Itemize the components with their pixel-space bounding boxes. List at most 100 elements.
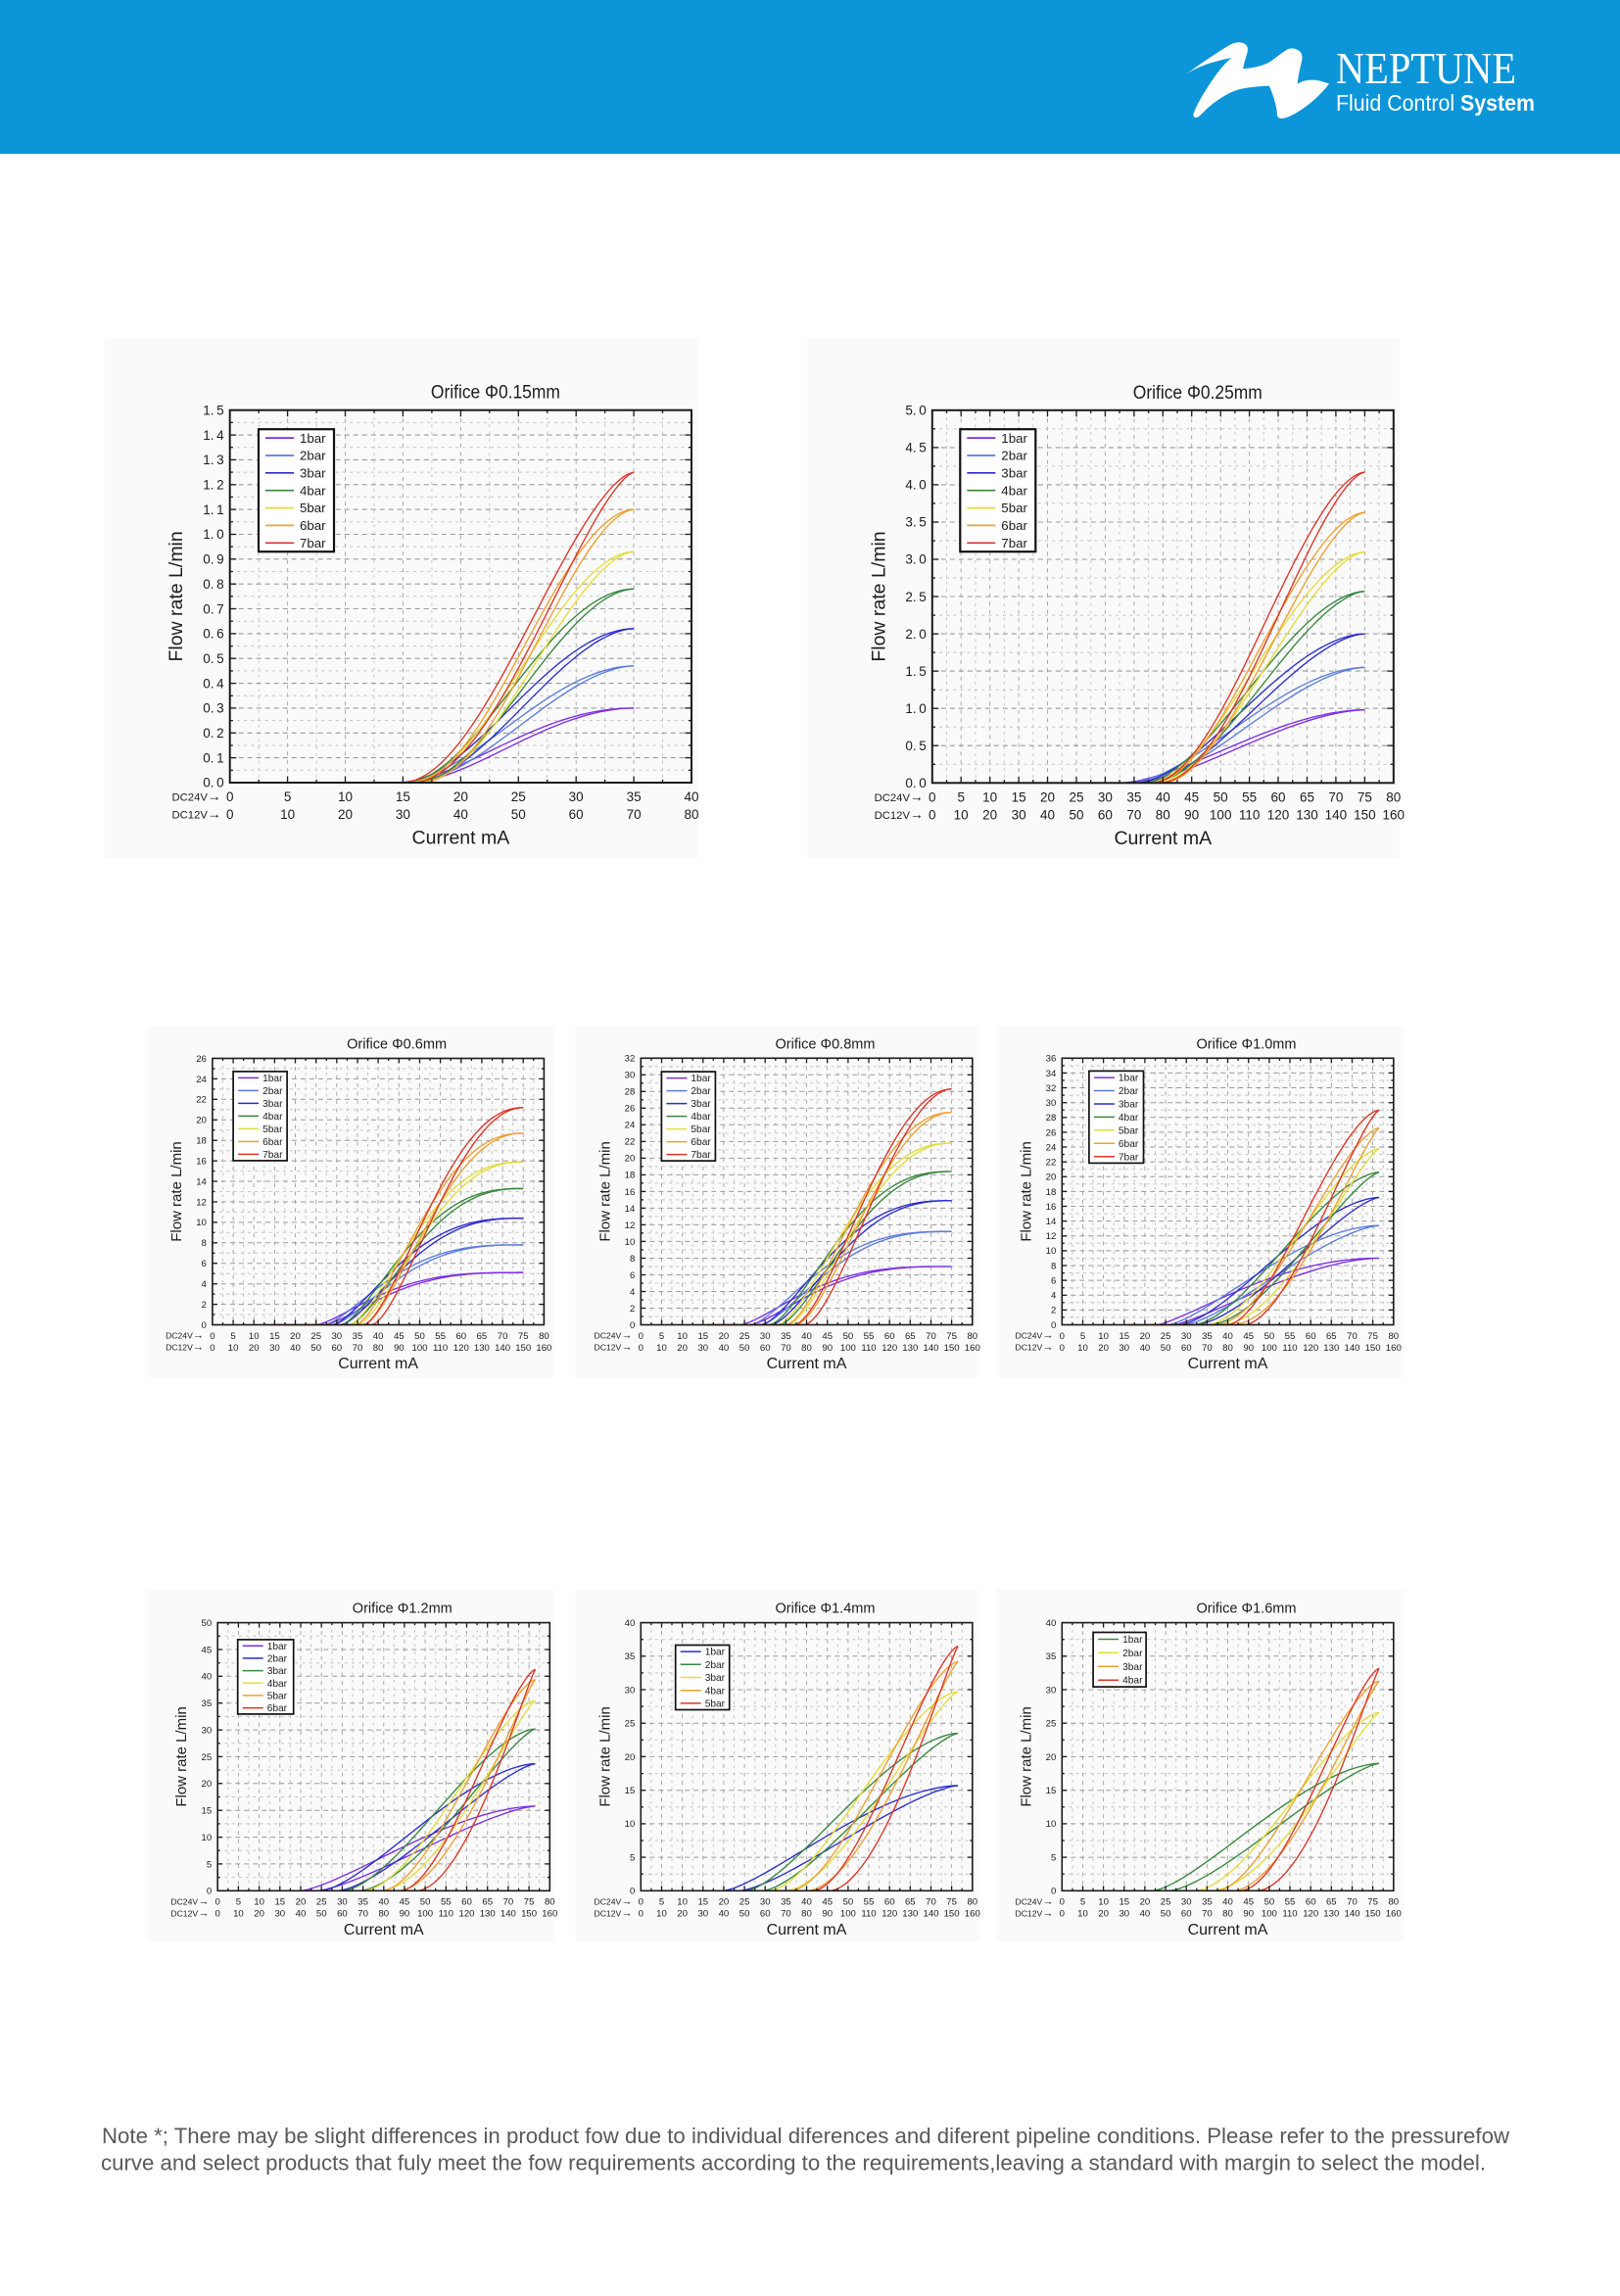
svg-text:30: 30: [202, 1725, 213, 1736]
svg-text:70: 70: [627, 807, 642, 822]
svg-text:80: 80: [1386, 790, 1401, 805]
svg-text:30: 30: [1119, 1909, 1129, 1920]
svg-text:130: 130: [1296, 808, 1318, 823]
svg-text:14: 14: [196, 1176, 207, 1187]
svg-text:30: 30: [1012, 808, 1026, 823]
svg-text:5bar: 5bar: [705, 1699, 726, 1710]
svg-text:130: 130: [480, 1909, 496, 1920]
svg-text:22: 22: [196, 1095, 207, 1106]
svg-text:20: 20: [196, 1116, 207, 1126]
svg-text:150: 150: [1365, 1343, 1381, 1354]
svg-text:1. 5: 1. 5: [203, 403, 223, 417]
svg-text:22: 22: [1046, 1158, 1057, 1169]
svg-text:80: 80: [967, 1331, 977, 1342]
svg-text:110: 110: [439, 1909, 453, 1920]
svg-text:26: 26: [625, 1104, 636, 1115]
svg-text:0. 5: 0. 5: [905, 739, 926, 753]
svg-text:5: 5: [659, 1897, 664, 1908]
svg-text:2: 2: [1051, 1306, 1056, 1316]
svg-text:10: 10: [1098, 1331, 1109, 1342]
svg-text:40: 40: [202, 1672, 213, 1683]
svg-text:40: 40: [719, 1343, 730, 1354]
svg-text:60: 60: [884, 1897, 895, 1908]
svg-text:140: 140: [1344, 1909, 1359, 1920]
svg-text:25: 25: [739, 1897, 750, 1908]
svg-text:2bar: 2bar: [705, 1660, 726, 1671]
svg-text:10: 10: [1046, 1246, 1057, 1257]
svg-text:8: 8: [1051, 1261, 1056, 1271]
svg-text:DC12V→: DC12V→: [1016, 1907, 1054, 1919]
svg-text:40: 40: [801, 1897, 812, 1908]
svg-text:2. 5: 2. 5: [905, 590, 926, 604]
svg-text:0: 0: [207, 1887, 212, 1897]
svg-text:Flow rate L/min: Flow rate L/min: [596, 1706, 613, 1807]
svg-text:60: 60: [1306, 1897, 1316, 1908]
svg-text:12: 12: [625, 1220, 636, 1231]
svg-text:10: 10: [1046, 1819, 1057, 1830]
svg-text:60: 60: [461, 1897, 472, 1908]
svg-text:DC12V→: DC12V→: [875, 807, 924, 822]
svg-text:40: 40: [296, 1909, 307, 1920]
svg-text:140: 140: [1344, 1343, 1359, 1354]
svg-text:60: 60: [1270, 790, 1285, 805]
svg-text:80: 80: [1222, 1909, 1233, 1920]
svg-text:18: 18: [625, 1171, 636, 1181]
svg-text:0. 9: 0. 9: [203, 552, 223, 567]
svg-text:10: 10: [233, 1909, 244, 1920]
svg-text:20: 20: [677, 1343, 688, 1354]
svg-text:1bar: 1bar: [1122, 1635, 1143, 1646]
svg-text:45: 45: [1184, 790, 1199, 805]
svg-text:2bar: 2bar: [1119, 1086, 1139, 1097]
svg-text:10: 10: [254, 1897, 264, 1908]
svg-text:0: 0: [226, 789, 234, 804]
svg-text:10: 10: [1098, 1897, 1109, 1908]
svg-text:80: 80: [684, 807, 698, 822]
svg-text:55: 55: [1285, 1331, 1296, 1342]
svg-text:20: 20: [982, 808, 997, 823]
svg-text:15: 15: [697, 1331, 708, 1342]
svg-text:65: 65: [1300, 790, 1314, 805]
svg-text:10: 10: [656, 1909, 667, 1920]
svg-text:15: 15: [625, 1786, 636, 1796]
svg-text:35: 35: [353, 1331, 363, 1342]
svg-text:Flow rate L/min: Flow rate L/min: [166, 531, 187, 661]
svg-text:DC12V→: DC12V→: [595, 1907, 633, 1919]
svg-text:40: 40: [1140, 1343, 1151, 1354]
svg-text:5: 5: [630, 1852, 635, 1863]
svg-text:curve and select products that: curve and select products that fuly meet…: [101, 2151, 1486, 2176]
svg-text:130: 130: [902, 1909, 918, 1920]
svg-text:30: 30: [569, 789, 584, 804]
svg-text:0: 0: [1060, 1343, 1065, 1354]
svg-text:5: 5: [659, 1331, 664, 1342]
svg-text:4: 4: [202, 1279, 208, 1290]
svg-text:2bar: 2bar: [300, 449, 326, 463]
svg-text:80: 80: [373, 1343, 384, 1354]
svg-text:3bar: 3bar: [1119, 1100, 1139, 1111]
svg-text:130: 130: [1323, 1909, 1339, 1920]
svg-text:5: 5: [230, 1331, 235, 1342]
svg-text:75: 75: [1367, 1897, 1378, 1908]
svg-text:DC24V→: DC24V→: [1016, 1895, 1054, 1907]
svg-text:Orifice Φ1.6mm: Orifice Φ1.6mm: [1197, 1601, 1297, 1617]
svg-text:150: 150: [521, 1909, 537, 1920]
svg-text:160: 160: [965, 1909, 980, 1920]
svg-text:40: 40: [625, 1618, 636, 1629]
svg-text:3bar: 3bar: [262, 1099, 283, 1110]
svg-text:0. 2: 0. 2: [203, 726, 223, 741]
svg-text:65: 65: [482, 1897, 493, 1908]
svg-text:150: 150: [1365, 1909, 1381, 1920]
svg-text:2bar: 2bar: [1001, 449, 1027, 463]
svg-text:80: 80: [1222, 1343, 1233, 1354]
svg-text:130: 130: [902, 1343, 918, 1354]
svg-text:50: 50: [202, 1618, 213, 1629]
svg-text:5bar: 5bar: [267, 1692, 288, 1702]
svg-text:60: 60: [1181, 1909, 1192, 1920]
svg-text:40: 40: [684, 789, 698, 804]
svg-text:0. 6: 0. 6: [203, 627, 223, 642]
svg-text:50: 50: [511, 807, 526, 822]
svg-text:4: 4: [630, 1287, 636, 1298]
svg-text:28: 28: [1046, 1113, 1057, 1124]
svg-text:DC24V→: DC24V→: [166, 1330, 204, 1342]
svg-text:10: 10: [1077, 1909, 1088, 1920]
svg-text:25: 25: [1046, 1719, 1057, 1730]
